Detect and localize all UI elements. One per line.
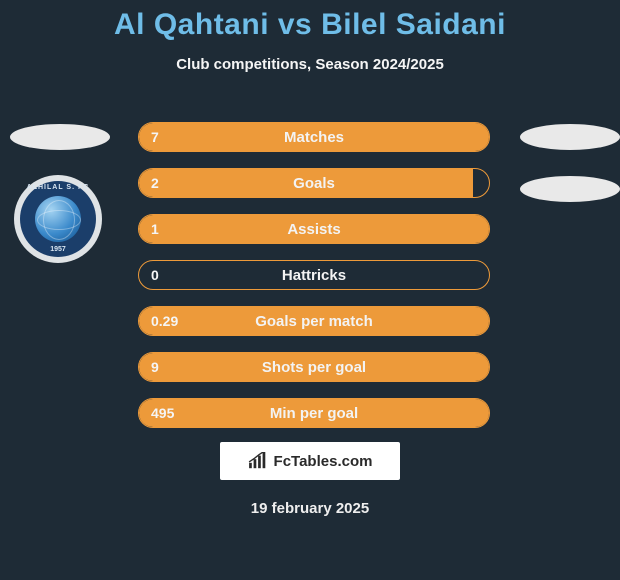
- stat-row: 0Hattricks: [138, 260, 490, 290]
- stat-row: 1Assists: [138, 214, 490, 244]
- stats-rows: 7Matches 2Goals 1Assists 0Hattricks 0.29Goal…: [138, 122, 490, 444]
- stat-row: 495Min per goal: [138, 398, 490, 428]
- club-badge-top-text: ALHILAL S. FC: [20, 184, 96, 191]
- brand-text: FcTables.com: [274, 453, 373, 470]
- stat-label: Assists: [139, 215, 489, 243]
- brand-box: FcTables.com: [220, 442, 400, 480]
- club-badge-icon: ALHILAL S. FC 1957: [14, 175, 102, 263]
- stat-row: 0.29Goals per match: [138, 306, 490, 336]
- stat-label: Shots per goal: [139, 353, 489, 381]
- stat-label: Min per goal: [139, 399, 489, 427]
- brand-bars-icon: [248, 452, 270, 470]
- stat-label: Goals: [139, 169, 489, 197]
- stat-row: 7Matches: [138, 122, 490, 152]
- stat-row: 2Goals: [138, 168, 490, 198]
- stat-label: Goals per match: [139, 307, 489, 335]
- club-badge-year: 1957: [20, 246, 96, 253]
- page-subtitle: Club competitions, Season 2024/2025: [0, 56, 620, 73]
- footer-date: 19 february 2025: [0, 500, 620, 517]
- stat-label: Matches: [139, 123, 489, 151]
- left-player-ellipse: [10, 124, 110, 150]
- stat-label: Hattricks: [139, 261, 489, 289]
- right-player-ellipse-1: [520, 124, 620, 150]
- right-player-ellipse-2: [520, 176, 620, 202]
- stat-row: 9Shots per goal: [138, 352, 490, 382]
- page-title: Al Qahtani vs Bilel Saidani: [0, 0, 620, 42]
